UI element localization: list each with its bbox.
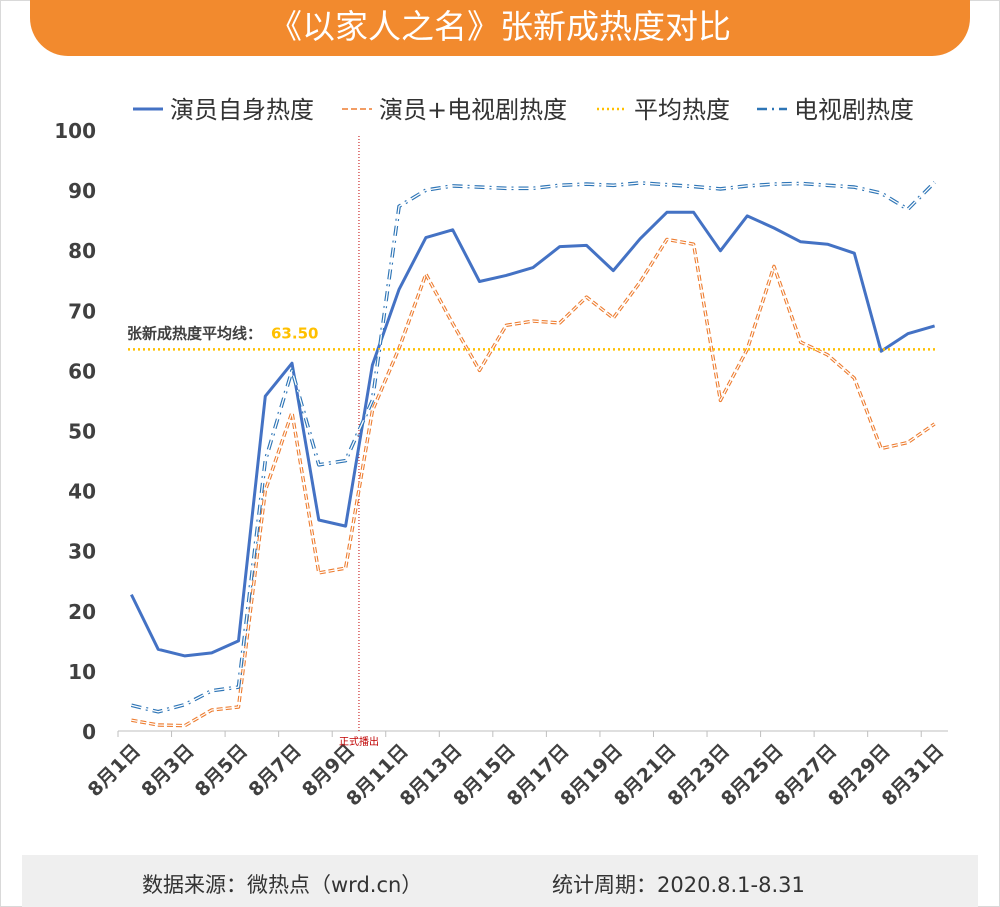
average-line-label: 张新成热度平均线： <box>127 324 262 342</box>
y-tick-label: 40 <box>68 480 96 504</box>
average-line-value: 63.50 <box>271 324 318 342</box>
y-tick-label: 50 <box>68 420 96 444</box>
y-tick-label: 70 <box>68 299 96 323</box>
premiere-label: 正式播出 <box>339 735 379 748</box>
y-tick-label: 0 <box>82 720 96 744</box>
legend-average-label: 平均热度 <box>634 96 730 124</box>
title-banner: 《以家人之名》张新成热度对比 <box>30 0 970 56</box>
y-tick-label: 30 <box>68 540 96 564</box>
chart-title: 《以家人之名》张新成热度对比 <box>269 7 731 46</box>
combined-heat-line <box>131 237 936 728</box>
drama-heat-line <box>130 181 936 714</box>
y-tick-label: 90 <box>68 179 96 203</box>
x-tick-label: 8月5日 <box>191 740 252 801</box>
x-tick-label: 8月7日 <box>244 740 305 801</box>
combined-heat-line-core <box>131 238 935 727</box>
drama-heat-line-core <box>131 181 936 713</box>
legend-actor-label: 演员自身热度 <box>170 96 314 124</box>
period-text: 统计周期：2020.8.1-8.31 <box>552 873 805 897</box>
data-source-text: 数据来源：微热点（wrd.cn） <box>142 873 423 897</box>
legend-combined-label: 演员+电视剧热度 <box>379 96 567 124</box>
legend-drama-label: 电视剧热度 <box>794 96 914 124</box>
y-tick-label: 100 <box>54 119 96 143</box>
y-tick-label: 80 <box>68 239 96 263</box>
footer-bar: 数据来源：微热点（wrd.cn） 统计周期：2020.8.1-8.31 <box>22 855 978 907</box>
y-tick-label: 20 <box>68 600 96 624</box>
y-tick-label: 60 <box>68 359 96 383</box>
y-tick-label: 10 <box>68 660 96 684</box>
x-tick-label: 8月1日 <box>84 740 145 801</box>
x-tick-label: 8月3日 <box>137 740 198 801</box>
